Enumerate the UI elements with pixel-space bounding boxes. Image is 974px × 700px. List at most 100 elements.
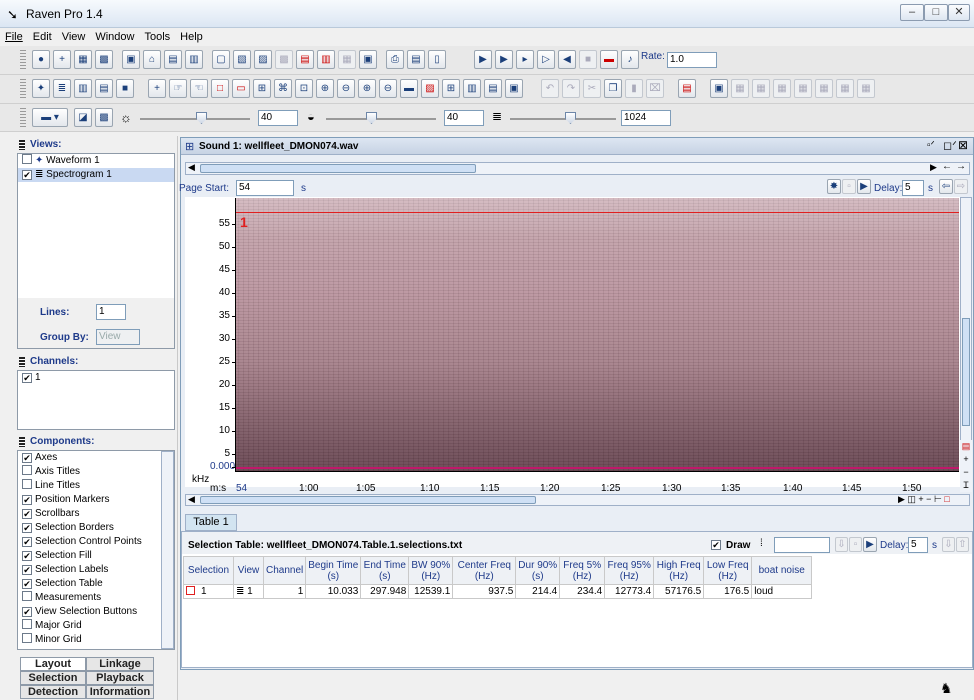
slice-view-icon[interactable]: ▤ [95,79,113,98]
zoom-select-icon[interactable]: ⊞ [253,79,271,98]
columns-icon[interactable]: ▥ [463,79,481,98]
window-size-slider-track[interactable] [510,118,616,120]
list-icon[interactable]: ▣ [505,79,523,98]
component-item[interactable]: ✔ Axes [18,451,174,465]
column-header[interactable]: End Time (s) [360,556,410,585]
grab-icon[interactable]: ☜ [190,79,208,98]
zoom-all-icon[interactable]: ⊡ [295,79,313,98]
component-checkbox[interactable]: ✔ [22,565,32,575]
table-cell[interactable]: 176.5 [703,584,753,599]
table-cell[interactable]: 10.033 [305,584,362,599]
export-icon[interactable]: ▢ [212,50,230,69]
component-item[interactable]: Measurements [18,591,174,605]
component-item[interactable]: ✔ Selection Table [18,577,174,591]
lines-input[interactable]: 1 [96,304,126,320]
table-open-icon[interactable]: ▤ [296,50,314,69]
prev-page-icon[interactable]: ⇦ [939,179,953,194]
column-header[interactable]: boat noise [751,556,813,585]
component-checkbox[interactable]: ✔ [22,607,32,617]
component-checkbox[interactable] [22,591,32,601]
spectrogram-image[interactable] [236,198,959,471]
time-scrollbar-top[interactable]: ◀ ▶ ← → [185,161,970,175]
component-item[interactable]: Minor Grid [18,633,174,647]
play-icon[interactable]: ▶ [474,50,492,69]
toolbar-grip-3[interactable] [20,108,26,129]
save-icon[interactable]: ▤ [164,50,182,69]
freq-fit-icon[interactable]: ▤ [961,441,971,451]
table-cell[interactable]: 234.4 [559,584,606,599]
menu-tools[interactable]: Tools [144,31,171,43]
brightness-input[interactable]: 40 [258,110,298,126]
freq-zoom-out-icon[interactable]: − [963,467,969,477]
component-item[interactable]: ✔ Selection Fill [18,549,174,563]
selection-box[interactable] [236,212,959,469]
waveform-view-icon[interactable]: ✦ [32,79,50,98]
zoom-forward-icon[interactable]: → [956,161,966,172]
time-scrollbar-thumb[interactable] [200,164,476,173]
table-icon[interactable]: ⊞ [442,79,460,98]
component-item[interactable]: ✔ Selection Borders [18,521,174,535]
component-item[interactable]: Major Grid [18,619,174,633]
view-item-waveform[interactable]: ✦ Waveform 1 [18,154,174,168]
tab-selection[interactable]: Selection [20,671,86,685]
play-forward-icon[interactable]: ▸ [516,50,534,69]
bar-icon[interactable]: ▬ [400,79,418,98]
spectrum-view-icon[interactable]: ▥ [74,79,92,98]
column-header[interactable]: Center Freq (Hz) [452,556,517,585]
component-item[interactable]: ✔ View Selection Buttons [18,605,174,619]
spectrogram-icon[interactable]: ▦ [74,50,92,69]
scroll-left-icon[interactable]: ◀ [188,162,195,172]
zoom-in-time-icon[interactable]: ⊕ [358,79,376,98]
brightness-icon[interactable]: ◪ [74,108,92,127]
toolbar-grip-2[interactable] [20,79,26,100]
crosshair-icon[interactable]: + [148,79,166,98]
column-header[interactable]: Freq 95% (Hz) [604,556,655,585]
brightness-slider-knob[interactable] [196,112,207,124]
component-checkbox[interactable]: ✔ [22,509,32,519]
column-header[interactable]: High Freq (Hz) [653,556,705,585]
close-button[interactable]: ✕ [948,4,970,21]
component-checkbox[interactable] [22,465,32,475]
component-checkbox[interactable] [22,619,32,629]
table-play-icon[interactable]: ▶ [863,537,877,552]
sound-window-titlebar[interactable]: ⊞ Sound 1: wellfleet_DMON074.wav ▫ᐟ ◻ᐟ ⊠ [181,138,973,155]
rate-icon[interactable]: ♪ [621,50,639,69]
scroll-right-icon[interactable]: ▶ [930,162,937,172]
view-checkbox-spectrogram[interactable]: ✔ [22,170,32,180]
menu-view[interactable]: View [61,31,86,43]
component-checkbox[interactable] [22,633,32,643]
tab-information[interactable]: Information [86,685,154,699]
colormap-dropdown[interactable]: ▬ ▾ [32,108,68,127]
spectrogram-view-icon[interactable]: ≣ [53,79,71,98]
record-icon[interactable]: ● [32,50,50,69]
zoom-fit-icon[interactable]: ⌘ [274,79,292,98]
column-header[interactable]: BW 90% (Hz) [408,556,454,585]
play-reverse-icon[interactable]: ◀ [558,50,576,69]
menu-file[interactable]: File [5,31,23,43]
component-checkbox[interactable]: ✔ [22,537,32,547]
table-delay-input[interactable]: 5 [908,537,928,553]
component-checkbox[interactable] [22,479,32,489]
table-cell[interactable]: 937.5 [452,584,517,599]
table-cell[interactable]: 1 [183,584,234,599]
delay-input[interactable]: 5 [902,180,924,196]
close-sound-icon[interactable]: ⊠ [958,138,969,152]
zoom-out-time-icon[interactable]: ⊖ [379,79,397,98]
contrast-slider-track[interactable] [326,118,436,120]
table-cell[interactable]: 12773.4 [604,584,655,599]
table-cell[interactable]: 214.4 [515,584,561,599]
play-selection-icon[interactable]: ▶ [495,50,513,69]
rate-input[interactable]: 1.0 [667,52,717,68]
copy-sel-icon[interactable]: ❐ [604,79,622,98]
rows-icon[interactable]: ▤ [484,79,502,98]
component-item[interactable]: Axis Titles [18,465,174,479]
contrast-icon[interactable]: ▩ [95,108,113,127]
filter-icon[interactable]: ▤ [678,79,696,98]
channel-item[interactable]: ✔ 1 [18,371,174,385]
column-header[interactable]: Dur 90% (s) [515,556,561,585]
table-search-input[interactable] [774,537,830,553]
selection-spectrum-icon[interactable]: ■ [116,79,134,98]
marker-icon[interactable]: ▬ [600,50,618,69]
zoom-out-icon[interactable]: ⊖ [337,79,355,98]
open-icon[interactable]: ▣ [122,50,140,69]
